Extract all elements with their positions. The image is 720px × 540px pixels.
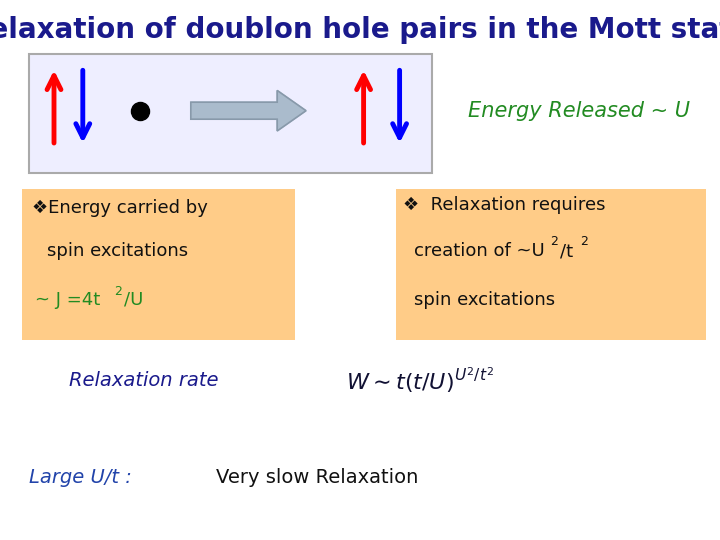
FancyArrow shape <box>191 90 306 131</box>
Text: ❖  Relaxation requires: ❖ Relaxation requires <box>403 196 606 214</box>
Text: /t: /t <box>560 242 573 260</box>
Text: ~ J =4t: ~ J =4t <box>35 291 100 309</box>
Text: /U: /U <box>124 291 143 309</box>
Text: ❖Energy carried by: ❖Energy carried by <box>32 199 208 217</box>
FancyBboxPatch shape <box>396 189 706 340</box>
FancyBboxPatch shape <box>29 54 432 173</box>
Text: 2: 2 <box>550 235 558 248</box>
Text: 2: 2 <box>580 235 588 248</box>
Text: spin excitations: spin excitations <box>414 291 555 309</box>
Text: creation of ~U: creation of ~U <box>414 242 545 260</box>
Text: Very slow Relaxation: Very slow Relaxation <box>216 468 418 488</box>
Text: Relaxation rate: Relaxation rate <box>69 371 219 390</box>
Text: 2: 2 <box>114 285 122 298</box>
FancyBboxPatch shape <box>22 189 295 340</box>
Text: $W \sim t(t/U)^{U^2/t^2}$: $W \sim t(t/U)^{U^2/t^2}$ <box>346 366 494 395</box>
Text: spin excitations: spin excitations <box>47 242 188 260</box>
Text: Energy Released ~ U: Energy Released ~ U <box>468 100 690 121</box>
Text: Large U/t :: Large U/t : <box>29 468 132 488</box>
Text: Relaxation of doublon hole pairs in the Mott state: Relaxation of doublon hole pairs in the … <box>0 16 720 44</box>
